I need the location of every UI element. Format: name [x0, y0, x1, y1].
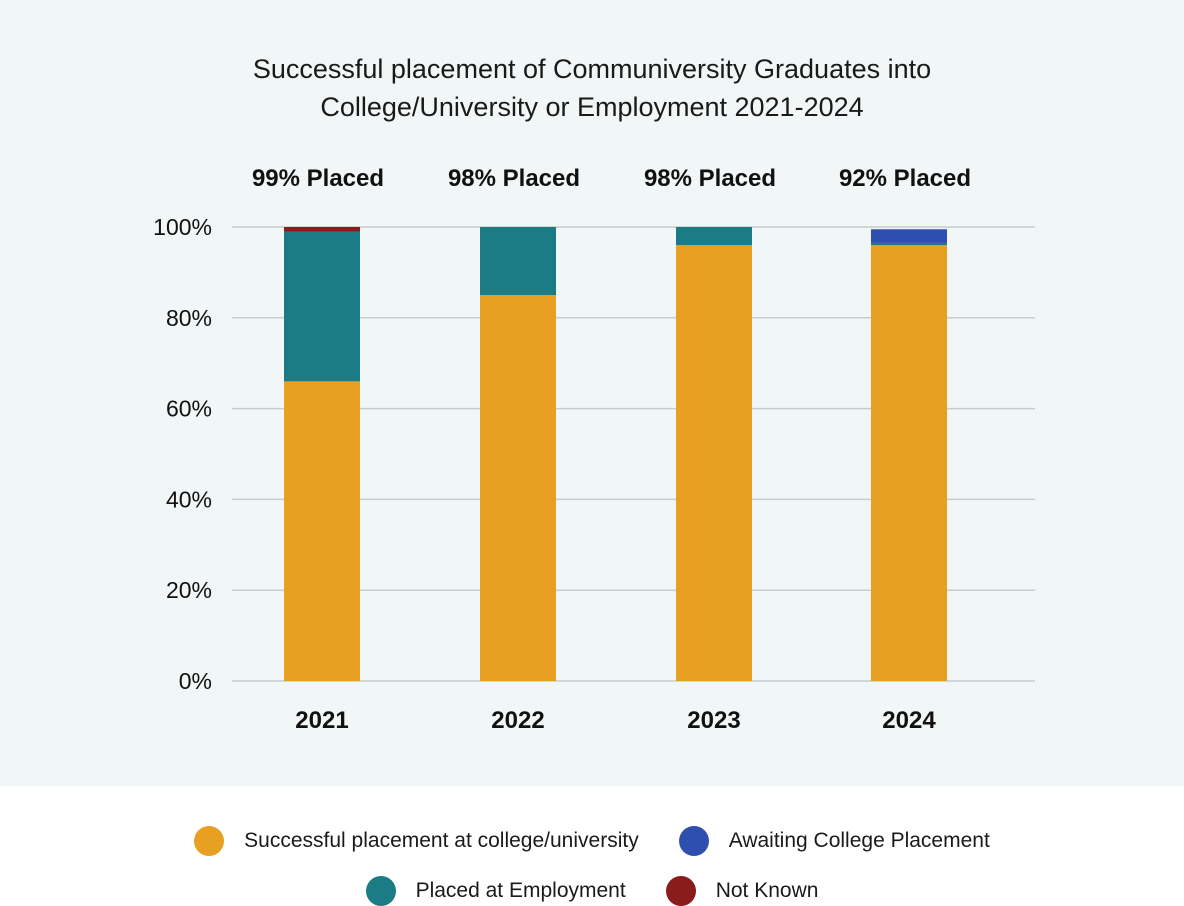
chart-title-line-2: College/University or Employment 2021-20… — [320, 92, 864, 122]
bar-segment-2023-s1 — [676, 227, 752, 246]
bar-segment-2024-s2 — [871, 229, 947, 243]
x-tick-label: 2022 — [491, 707, 544, 734]
legend-row-1: Successful placement at college/universi… — [0, 826, 1184, 856]
placed-percent-label: 98% Placed — [644, 165, 776, 192]
legend-label: Successful placement at college/universi… — [244, 829, 639, 852]
legend-item: Not Known — [665, 876, 819, 906]
y-tick-label: 60% — [166, 396, 212, 422]
legend-label: Not Known — [715, 879, 819, 902]
placed-percent-label: 92% Placed — [839, 165, 971, 192]
chart-panel: Successful placement of Communiversity G… — [0, 0, 1184, 786]
chart-title-line-1: Successful placement of Communiversity G… — [252, 54, 932, 84]
y-tick-label: 40% — [166, 486, 212, 512]
legend-row-2: Placed at Employment Not Known — [0, 876, 1184, 906]
placed-percent-label: 98% Placed — [448, 165, 580, 192]
legend-swatch-employment — [365, 876, 396, 906]
legend-label: Awaiting College Placement — [728, 829, 990, 852]
chart-plot: 0% 20% 40% 60% 80% 100% 2021 99% Placed 2022 98% … — [153, 165, 1035, 734]
legend-swatch-college — [194, 826, 225, 856]
y-tick-label: 80% — [166, 305, 212, 331]
bar-segment-2023-s0 — [676, 245, 752, 681]
bar-segment-2021-s1 — [284, 231, 360, 382]
bar-segment-2024-s0 — [871, 245, 947, 681]
legend-swatch-awaiting — [678, 826, 709, 856]
x-tick-label: 2024 — [882, 707, 936, 734]
legend-item: Placed at Employment — [365, 876, 626, 906]
x-tick-label: 2023 — [687, 707, 740, 734]
bar-segment-2021-s3 — [284, 227, 360, 232]
bar-segment-2022-s0 — [480, 295, 556, 681]
bar-segment-2022-s1 — [480, 227, 556, 296]
y-tick-label: 20% — [166, 577, 212, 603]
placed-percent-label: 99% Placed — [252, 165, 384, 192]
chart-title: Successful placement of Communiversity G… — [0, 50, 1184, 126]
x-tick-label: 2021 — [295, 707, 348, 734]
legend-item: Successful placement at college/universi… — [194, 826, 639, 856]
bar-segment-2021-s0 — [284, 381, 360, 681]
y-tick-label: 0% — [179, 668, 212, 694]
legend-item: Awaiting College Placement — [678, 826, 990, 856]
chart-legend: Successful placement at college/universi… — [0, 786, 1184, 906]
y-tick-label: 100% — [153, 214, 212, 240]
legend-swatch-not-known — [665, 876, 696, 906]
bar-segment-2024-s1 — [871, 242, 947, 246]
legend-label: Placed at Employment — [415, 879, 626, 902]
